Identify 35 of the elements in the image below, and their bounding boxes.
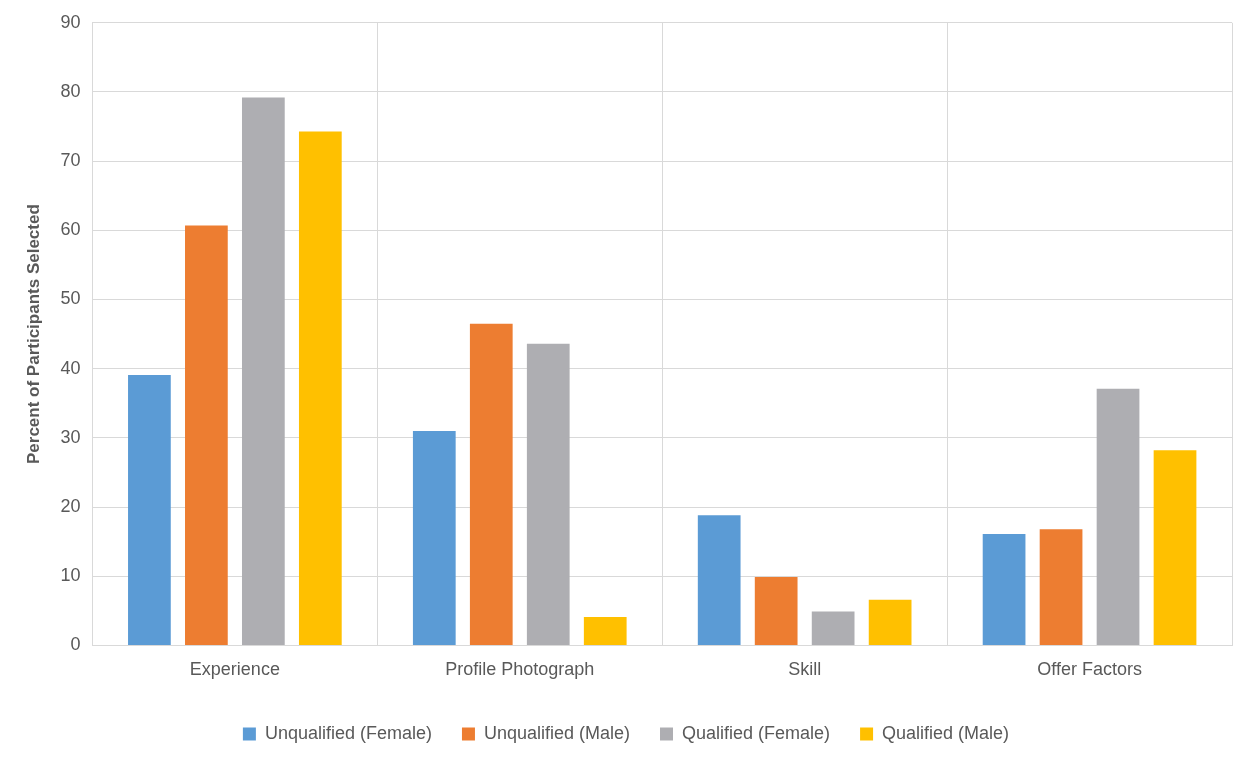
bar (469, 323, 513, 645)
y-tick-label: 20 (60, 496, 81, 517)
y-tick-label: 60 (60, 219, 81, 240)
bar (1153, 450, 1197, 645)
y-tick-label: 30 (60, 426, 81, 447)
y-tick-label: 0 (70, 634, 81, 655)
y-axis-title: Percent of Participants Selected (23, 204, 43, 465)
x-tick-label: Experience (189, 659, 280, 680)
bar (868, 599, 912, 645)
bar (185, 225, 228, 645)
bar (412, 430, 456, 645)
legend-label: Unqualified (Female) (264, 722, 432, 743)
bar (128, 374, 171, 645)
bar (1096, 388, 1140, 645)
y-tick-label: 70 (60, 150, 81, 171)
bar (526, 343, 570, 645)
y-tick-label: 40 (60, 357, 81, 378)
x-tick-label: Offer Factors (1037, 659, 1142, 680)
y-tick-label: 90 (60, 11, 81, 32)
bar (298, 131, 342, 645)
bar (754, 576, 798, 645)
x-tick-label: Skill (788, 659, 822, 680)
x-tick-label: Profile Photograph (445, 659, 595, 680)
bar (583, 617, 627, 645)
bar (241, 97, 285, 645)
y-tick-label: 10 (60, 565, 81, 586)
bar (982, 534, 1026, 645)
legend-label: Qualified (Female) (682, 722, 831, 743)
y-tick-label: 50 (60, 288, 81, 309)
legend-label: Qualified (Male) (882, 722, 1010, 743)
bar (811, 611, 855, 645)
y-tick-label: 80 (60, 80, 81, 101)
legend-label: Unqualified (Male) (483, 722, 631, 743)
bar (1039, 529, 1083, 645)
bar (697, 515, 741, 645)
